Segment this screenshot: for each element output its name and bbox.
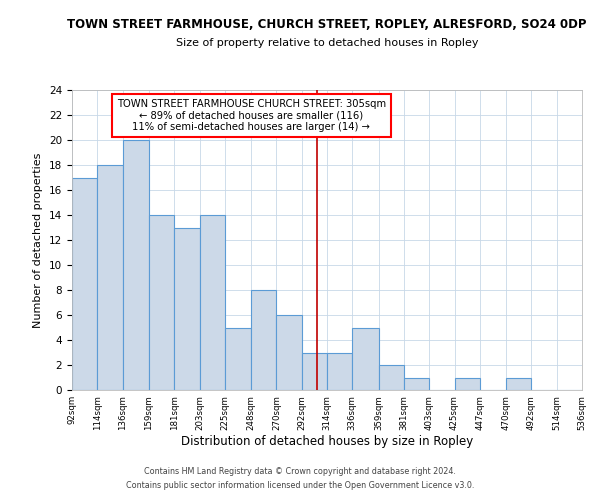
Bar — [327, 352, 352, 390]
Text: TOWN STREET FARMHOUSE CHURCH STREET: 305sqm
← 89% of detached houses are smaller: TOWN STREET FARMHOUSE CHURCH STREET: 305… — [116, 99, 386, 132]
Bar — [404, 378, 429, 390]
Bar — [225, 328, 251, 390]
Bar — [277, 315, 302, 390]
Bar — [302, 352, 327, 390]
Y-axis label: Number of detached properties: Number of detached properties — [34, 152, 43, 328]
Bar — [72, 178, 97, 390]
Bar — [455, 378, 480, 390]
Text: Contains HM Land Registry data © Crown copyright and database right 2024.: Contains HM Land Registry data © Crown c… — [144, 467, 456, 476]
Text: TOWN STREET FARMHOUSE, CHURCH STREET, ROPLEY, ALRESFORD, SO24 0DP: TOWN STREET FARMHOUSE, CHURCH STREET, RO… — [67, 18, 587, 30]
Bar — [379, 365, 404, 390]
Bar — [122, 140, 149, 390]
Bar — [174, 228, 199, 390]
Bar — [352, 328, 379, 390]
X-axis label: Distribution of detached houses by size in Ropley: Distribution of detached houses by size … — [181, 436, 473, 448]
Text: Contains public sector information licensed under the Open Government Licence v3: Contains public sector information licen… — [126, 481, 474, 490]
Bar — [251, 290, 277, 390]
Bar — [506, 378, 532, 390]
Bar — [97, 165, 122, 390]
Bar — [149, 215, 174, 390]
Bar — [199, 215, 225, 390]
Text: Size of property relative to detached houses in Ropley: Size of property relative to detached ho… — [176, 38, 478, 48]
